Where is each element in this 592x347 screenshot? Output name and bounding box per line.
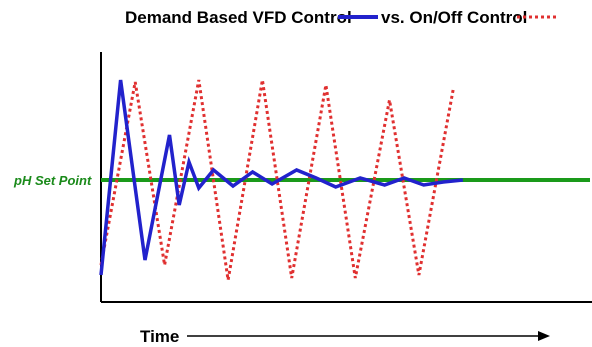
series-vfd — [101, 80, 463, 275]
series-line-vfd — [101, 80, 463, 275]
setpoint-label: pH Set Point — [13, 173, 92, 188]
chart-title-part1: Demand Based VFD Control — [125, 8, 352, 27]
chart-title-part2: vs. On/Off Control — [381, 8, 527, 27]
time-arrow-head-icon — [538, 331, 550, 341]
x-axis-label: Time — [140, 327, 179, 346]
